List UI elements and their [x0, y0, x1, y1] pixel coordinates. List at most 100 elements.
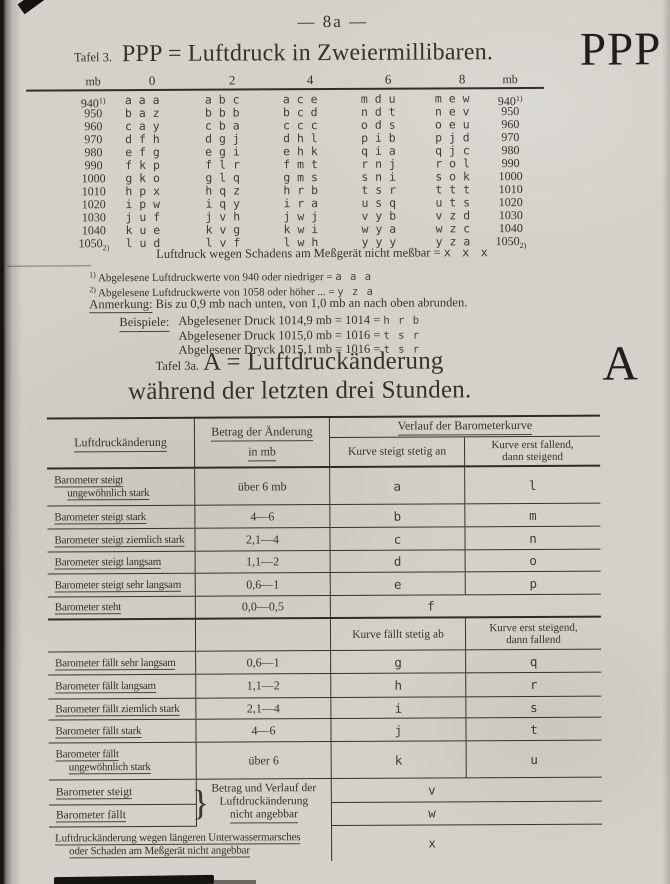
tafel3a-title-line1: Tafel 3a. A = Luftdruckänderung — [50, 347, 550, 380]
bottom-left-column: Barometer steigt Barometer fällt — [48, 779, 198, 828]
brace-glyph: } — [191, 782, 210, 823]
col-header-mb-left: mb — [85, 74, 101, 89]
footnotes: 1) Abgelesene Luftdruckwerte von 940 ode… — [89, 268, 374, 299]
header-curve-title: Verlauf der Barometerkurve — [329, 416, 600, 439]
amount-cell: über 6 mb — [195, 468, 331, 505]
header-cell-amount: Betrag der Änderung in mb — [194, 418, 331, 467]
code-inline: h r b — [383, 314, 421, 327]
pressure-code-table-header: mb 0 2 4 6 8 mb — [66, 71, 544, 90]
table-row: Barometer steigt sehr langsam 0,6—1 e p — [47, 571, 601, 598]
not-specifiable-note-cell: } Betrag und Verlauf der Luftdruckänderu… — [192, 779, 333, 827]
pressure-change-table-header: Luftdruckänderung Betrag der Änderung in… — [46, 416, 601, 470]
subheader-rising-after-fall: Kurve erst fallend, dann steigend — [491, 438, 574, 464]
table-row: Barometer fällt sehr langsam 0,6—1 g q — [48, 649, 602, 676]
code-cell: e — [330, 572, 466, 596]
row-label-cell: Barometer steht — [47, 596, 196, 619]
footnote-mark: 1) — [515, 94, 523, 104]
col-header-mb-right: mb — [502, 72, 518, 87]
code-cell: m — [529, 507, 537, 523]
code-cell: j — [331, 718, 467, 742]
beispiele-label: Beispiele: — [119, 314, 170, 333]
not-measurable-note: Luftdruck wegen Schadens am Meßgerät nic… — [0, 244, 647, 262]
code-xxx: x x x — [443, 245, 490, 260]
subheader-rising-steady: Kurve steigt stetig an — [329, 437, 466, 467]
code-cell-w: w — [331, 801, 603, 827]
amount-cell: 2,1—4 — [196, 698, 332, 719]
beispiel-line: Abgelesener Druck 1014,9 mb = 1014 = h r… — [178, 312, 421, 328]
anmerkung-line: Anmerkung: Bis zu 0,9 mb nach unten, von… — [89, 295, 467, 314]
code-cell: o — [529, 552, 537, 568]
code-cell: d — [330, 550, 466, 573]
amount-cell: 1,1—2 — [195, 551, 331, 573]
row-label: Barometer steigt — [55, 785, 133, 799]
not-measurable-text: Luftdruck wegen Schadens am Meßgerät nic… — [156, 245, 444, 261]
not-specifiable-section: Barometer steigt Barometer fällt } Betra… — [48, 777, 603, 828]
footnote: 1) Abgelesene Luftdruckwerte von 940 ode… — [89, 270, 373, 285]
scan-artifact-bottom-small — [212, 880, 256, 884]
code-cell: h — [331, 673, 467, 698]
row-label: Barometer steht — [54, 601, 122, 615]
row-label-cell: Barometer fällt sehr langsam — [48, 651, 197, 675]
tafel3-label: Tafel 3. — [73, 50, 113, 65]
header-label-amount-2: in mb — [248, 443, 276, 461]
row-label-cell: Barometer steigt ziemlich stark — [47, 528, 196, 552]
row-label: Barometer fällt stark — [55, 724, 142, 738]
amount-cell: 0,6—1 — [196, 651, 332, 674]
row-label-cell: Luftdruckänderung wegen längeren Unterwa… — [49, 826, 333, 863]
header-label-amount-1: Betrag der Änderung — [211, 423, 313, 442]
row-label-cell: Barometer steigt sehr langsam — [47, 573, 196, 597]
code-inline: a a a — [335, 270, 373, 283]
bottom-code-column: v w — [331, 777, 603, 827]
code-cell: a — [330, 467, 466, 505]
subheader-falling-after-rise: Kurve erst steigend, dann fallend — [489, 621, 578, 646]
row-label: Barometer fällt — [55, 748, 119, 762]
falling-rows: Barometer fällt sehr langsam 0,6—1 g q Barom… — [48, 649, 602, 781]
table-row: Barometer fällt langsam 1,1—2 h r — [48, 672, 602, 700]
code-cell: q — [529, 653, 538, 669]
anmerkung-label: Anmerkung: — [89, 296, 153, 314]
row-label-cell: Barometer fällt stark — [48, 719, 197, 743]
header-label-change: Luftdruckänderung — [74, 434, 167, 452]
row-label: Barometer steigt sehr langsam — [54, 578, 182, 592]
footnote-mark: 1) — [98, 96, 106, 106]
margin-letter-a: A — [602, 335, 639, 391]
rising-rows: Barometer steigt ungewöhnlich stark über 6… — [47, 466, 601, 598]
tafel3a-heading: Tafel 3a. A = Luftdruckänderung während … — [50, 347, 550, 406]
scan-artifact-bottom — [53, 874, 215, 884]
col-header-0: 0 — [148, 72, 156, 88]
row-label: ungewöhnlich stark — [67, 486, 150, 501]
table-row: Barometer steigt stark 4—6 b m — [47, 503, 601, 530]
row-label-cell: Barometer fällt ungewöhnlich stark — [48, 742, 197, 780]
row-label: Barometer steigt stark — [54, 510, 147, 524]
row-label: Barometer steigt ziemlich stark — [54, 533, 185, 547]
tafel3a-title-line2: während der letzten drei Stunden. — [128, 376, 472, 406]
header-cell-curve: Verlauf der Barometerkurve Kurve steigt … — [329, 416, 600, 467]
col-header-8: 8 — [458, 71, 466, 87]
code-cell: c — [330, 527, 466, 551]
col-header-4: 4 — [306, 72, 314, 88]
code-cell: u — [530, 751, 538, 767]
code-cell-f: f — [427, 598, 435, 614]
row-label: oder Schaden am Meßgerät nicht angebbar — [69, 843, 250, 858]
code-cell: s — [530, 699, 538, 715]
footnote-mark: 1) — [89, 270, 96, 280]
row-label-cell: Barometer steigt stark — [47, 505, 196, 529]
header-cell-change: Luftdruckänderung — [46, 418, 196, 468]
col-header-2: 2 — [228, 72, 236, 88]
amount-cell: 2,1—4 — [195, 528, 331, 551]
amount-cell: 1,1—2 — [196, 674, 332, 698]
amount-cell: 0,6—1 — [195, 573, 331, 596]
row-label-cell: Barometer steigt langsam — [47, 551, 196, 574]
code-cell: k — [331, 741, 467, 779]
row-label: Luftdruckänderung wegen längeren Unterwa… — [55, 830, 301, 845]
row-label-cell: Barometer steigt ungewöhnlich stark — [47, 468, 196, 506]
row-label: Barometer fällt ziemlich stark — [55, 702, 180, 716]
amount-cell: 4—6 — [195, 505, 331, 528]
footnote-mark: 2) — [89, 285, 96, 295]
underwater-damage-row: Luftdruckänderung wegen längeren Unterwa… — [49, 825, 602, 863]
code-cell: p — [529, 575, 538, 591]
table-row: Barometer steigt ungewöhnlich stark über 6… — [47, 466, 601, 507]
